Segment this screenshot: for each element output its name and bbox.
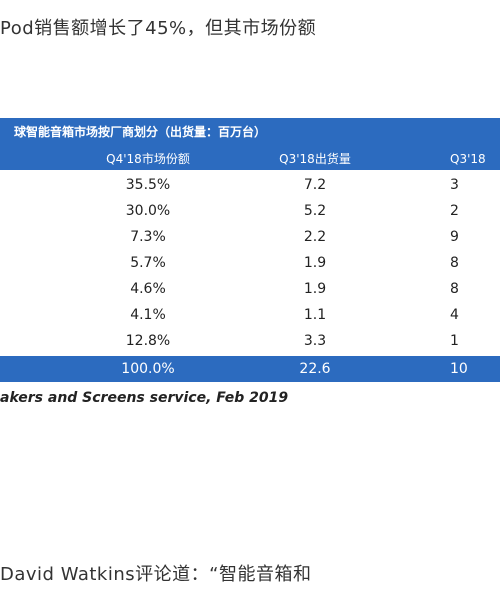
cell-other: 1: [450, 333, 459, 349]
cell-shipments: 7.2: [303, 177, 327, 193]
cell-shipments: 2.2: [303, 229, 327, 245]
table-row: 7.3% 2.2 9: [0, 224, 500, 250]
cell-other: 9: [450, 229, 459, 245]
table-source-note: akers and Screens service, Feb 2019: [0, 390, 289, 406]
cell-share: 4.1%: [130, 307, 166, 323]
table-row: 5.7% 1.9 8: [0, 250, 500, 276]
total-share: 100.0%: [121, 361, 175, 377]
cell-other: 2: [450, 203, 459, 219]
table-row: 4.1% 1.1 4: [0, 302, 500, 328]
table-row: 4.6% 1.9 8: [0, 276, 500, 302]
table-row: 12.8% 3.3 1: [0, 328, 500, 354]
table-total-row: 100.0% 22.6 10: [0, 356, 500, 382]
table-title: 球智能音箱市场按厂商划分（出货量：百万台）: [0, 118, 500, 148]
cell-shipments: 5.2: [303, 203, 327, 219]
cell-shipments: 1.9: [303, 281, 327, 297]
cell-other: 8: [450, 255, 459, 271]
cell-share: 12.8%: [125, 333, 171, 349]
table-header-row: Q4'18市场份额 Q3'18出货量 Q3'18: [0, 148, 500, 170]
header-q3-other: Q3'18: [450, 152, 486, 166]
table-row: 35.5% 7.2 3: [0, 172, 500, 198]
total-shipments: 22.6: [299, 361, 331, 377]
cell-share: 5.7%: [130, 255, 166, 271]
article-text-bottom: David Watkins评论道：“智能音箱和: [0, 564, 312, 585]
article-text-top: Pod销售额增长了45%，但其市场份额: [0, 18, 317, 39]
cell-other: 4: [450, 307, 459, 323]
table-row: 30.0% 5.2 2: [0, 198, 500, 224]
cell-shipments: 3.3: [303, 333, 327, 349]
cell-shipments: 1.9: [303, 255, 327, 271]
cell-other: 3: [450, 177, 459, 193]
cell-share: 35.5%: [125, 177, 171, 193]
cell-share: 7.3%: [130, 229, 166, 245]
cell-share: 30.0%: [125, 203, 171, 219]
header-q3-shipments: Q3'18出货量: [279, 152, 351, 166]
header-q4-share: Q4'18市场份额: [106, 152, 190, 166]
cell-other: 8: [450, 281, 459, 297]
cell-share: 4.6%: [130, 281, 166, 297]
total-other: 10: [450, 361, 468, 377]
cell-shipments: 1.1: [303, 307, 327, 323]
market-share-table: 球智能音箱市场按厂商划分（出货量：百万台） Q4'18市场份额 Q3'18出货量…: [0, 118, 500, 418]
